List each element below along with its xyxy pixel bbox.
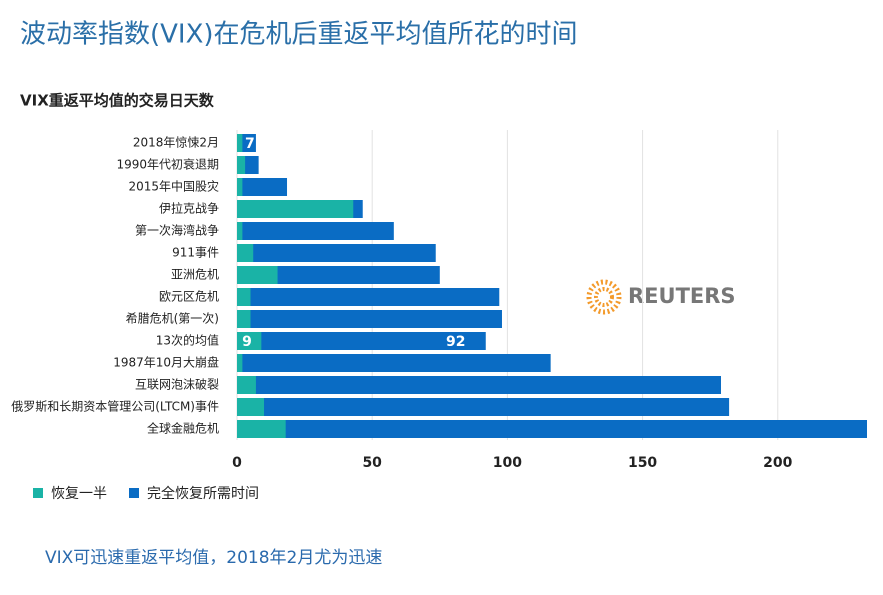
bar (237, 420, 867, 438)
bar (237, 332, 486, 350)
legend-swatch (33, 488, 43, 498)
x-tick-label: 0 (232, 455, 242, 471)
x-tick-label: 50 (362, 455, 382, 471)
bar (237, 398, 265, 416)
bar (237, 288, 500, 306)
x-tick-label: 200 (763, 455, 792, 471)
bar (237, 354, 551, 372)
legend-swatch (129, 488, 139, 498)
bar (237, 420, 286, 438)
data-label: 9 (242, 334, 252, 350)
bar (237, 288, 251, 306)
bar (237, 354, 243, 372)
y-tick-label: 911事件 (172, 246, 219, 260)
bar (237, 266, 440, 284)
bar (237, 222, 394, 240)
x-tick-label: 150 (628, 455, 657, 471)
bar (237, 200, 354, 218)
y-tick-label: 2018年惊悚2月 (133, 135, 219, 150)
bar (237, 134, 243, 152)
y-tick-label: 第一次海湾战争 (135, 223, 219, 238)
bar (237, 332, 262, 350)
chart-subtitle: VIX重返平均值的交易日天数 (20, 92, 215, 110)
y-tick-label: 俄罗斯和长期资本管理公司(LTCM)事件 (11, 399, 219, 414)
bar (237, 310, 251, 328)
logo-icon (586, 279, 622, 315)
y-tick-label: 伊拉克战争 (159, 201, 219, 216)
bar (237, 178, 243, 196)
y-tick-label: 1987年10月大崩盘 (113, 355, 219, 370)
y-tick-label: 2015年中国股灾 (128, 179, 219, 194)
bar (237, 310, 502, 328)
bar (237, 178, 288, 196)
legend-label: 完全恢复所需时间 (147, 485, 259, 502)
bar (237, 376, 721, 394)
legend-label: 恢复一半 (51, 485, 107, 502)
y-tick-label: 亚洲危机 (171, 268, 219, 282)
y-tick-label: 互联网泡沫破裂 (135, 377, 219, 392)
bar (237, 222, 243, 240)
chart-title: 波动率指数(VIX)在危机后重返平均值所花的时间 (20, 20, 578, 50)
y-tick-label: 13次的均值 (156, 333, 219, 348)
bar (237, 244, 436, 262)
bar (237, 156, 246, 174)
y-tick-label: 希腊危机(第一次) (126, 311, 219, 326)
bar (237, 376, 256, 394)
y-tick-label: 全球金融危机 (147, 421, 219, 436)
x-tick-label: 100 (493, 455, 522, 471)
data-label: 7 (245, 136, 255, 152)
bar (237, 266, 278, 284)
y-tick-label: 1990年代初衰退期 (116, 157, 219, 172)
data-label: 92 (446, 334, 465, 350)
logo-text: REUTERS (628, 284, 736, 308)
y-tick-label: 欧元区危机 (159, 290, 219, 304)
bar (237, 244, 254, 262)
bar (237, 398, 730, 416)
footnote: VIX可迅速重返平均值，2018年2月尤为迅速 (45, 548, 382, 568)
